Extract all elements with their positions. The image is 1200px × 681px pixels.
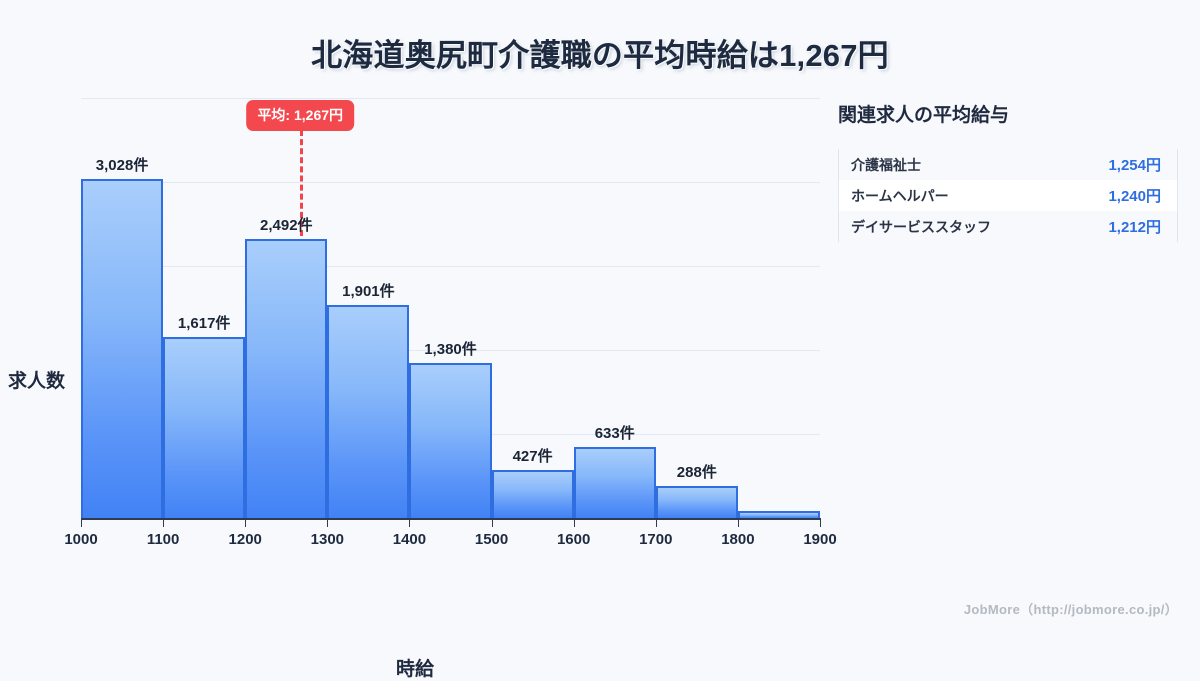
salary-row[interactable]: ホームヘルパー 1,240円 — [839, 180, 1177, 211]
related-salary-panel: 関連求人の平均給与 介護福祉士 1,254円ホームヘルパー 1,240円デイサービス… — [838, 100, 1178, 242]
bar-value-label: 1,901件 — [342, 283, 395, 301]
x-axis-tick — [655, 518, 657, 527]
x-axis-tick-label: 1700 — [639, 531, 673, 548]
footer-watermark: JobMore（http://jobmore.co.jp/） — [963, 602, 1178, 617]
histogram-bar — [81, 178, 164, 518]
gridline — [81, 266, 820, 267]
x-axis-tick — [327, 518, 329, 527]
salary-row-name: 介護福祉士 — [851, 156, 921, 173]
bar-value-label: 1,380件 — [424, 341, 477, 359]
histogram-bar — [245, 238, 328, 518]
x-axis-tick — [245, 518, 247, 527]
x-axis-tick-label: 1900 — [803, 531, 837, 548]
salary-row[interactable]: デイサービススタッフ 1,212円 — [839, 211, 1177, 242]
x-axis-tick — [163, 518, 165, 527]
x-axis-tick — [573, 518, 575, 527]
x-axis-tick-label: 1500 — [474, 531, 509, 548]
x-axis-tick-label: 1600 — [556, 531, 591, 548]
histogram-bar — [573, 447, 656, 518]
salary-row-value: 1,240円 — [1108, 188, 1161, 205]
x-axis-tick-label: 1800 — [721, 531, 755, 548]
bar-value-label: 427件 — [512, 448, 553, 466]
bar-value-label: 1,617件 — [177, 314, 231, 332]
x-axis-line — [81, 518, 821, 520]
x-axis-tick — [491, 518, 493, 527]
salary-table: 介護福祉士 1,254円ホームヘルパー 1,240円デイサービススタッフ 1,212円 — [838, 149, 1178, 242]
bar-value-label: 633件 — [594, 425, 635, 443]
histogram-bar — [163, 336, 246, 518]
x-axis-tick — [409, 518, 411, 527]
salary-row-value: 1,212円 — [1108, 219, 1161, 236]
histogram-bar — [491, 470, 574, 518]
histogram-bar — [327, 305, 410, 518]
y-axis-title: 求人数 — [8, 371, 66, 392]
bar-value-label: 2,492件 — [260, 216, 313, 234]
bar-value-label: 288件 — [676, 463, 717, 481]
x-axis-tick-label: 1400 — [392, 531, 427, 548]
average-badge: 平均: 1,267円 — [246, 100, 355, 131]
histogram-bar — [655, 485, 738, 518]
histogram-bar — [409, 363, 492, 518]
x-axis-tick-label: 1100 — [146, 531, 180, 548]
gridline — [81, 98, 820, 99]
salary-row-value: 1,254円 — [1108, 157, 1161, 174]
gridline — [81, 182, 820, 183]
histogram-bar — [737, 511, 820, 518]
salary-row-name: ホームヘルパー — [851, 187, 949, 204]
x-axis-tick-label: 1200 — [228, 531, 262, 548]
gridline — [81, 350, 820, 351]
x-axis-tick — [820, 518, 821, 527]
salary-row-name: デイサービススタッフ — [851, 218, 991, 235]
x-axis-tick-label: 1000 — [64, 531, 98, 548]
salary-row[interactable]: 介護福祉士 1,254円 — [839, 149, 1177, 180]
x-axis-tick — [737, 518, 739, 527]
bar-value-label: 3,028件 — [95, 156, 149, 174]
page-title: 北海道奥尻町介護職の平均時給は1,267円 — [311, 38, 889, 73]
x-axis-tick-label: 1300 — [310, 531, 345, 548]
x-axis-title: 時給 — [395, 659, 434, 680]
sidebar-title: 関連求人の平均給与 — [838, 105, 1010, 126]
x-axis-tick — [81, 518, 82, 527]
histogram-chart: 平均: 1,267円 求人数 時給 3,028件 1,617件 2,492件 1,90… — [0, 88, 837, 680]
